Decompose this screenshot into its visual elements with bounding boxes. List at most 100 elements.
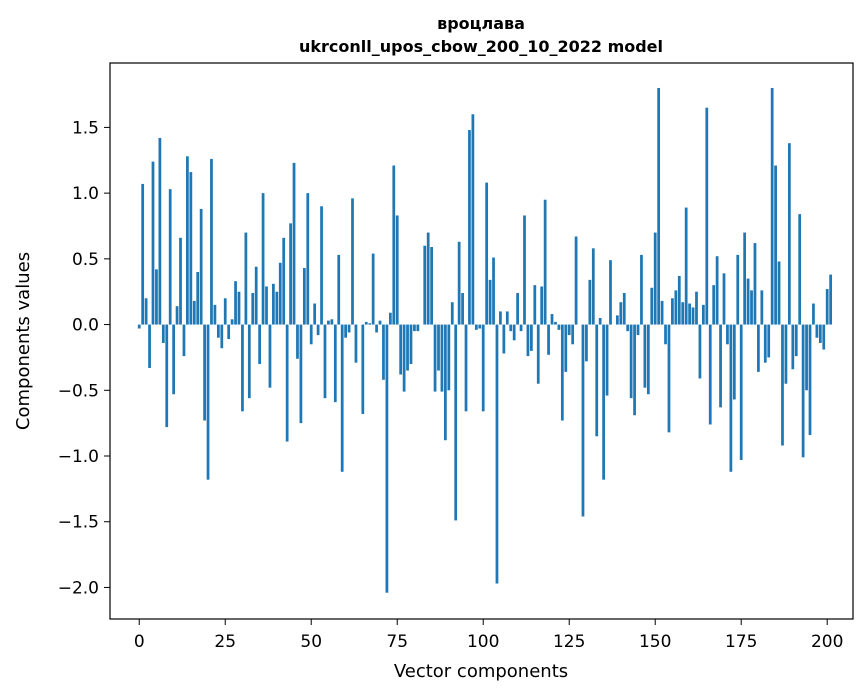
bar-129	[581, 324, 585, 517]
bar-88	[440, 324, 444, 392]
bar-182	[763, 324, 767, 363]
bar-118	[543, 199, 547, 325]
bar-200	[825, 289, 829, 325]
x-tick-label: 150	[639, 632, 671, 652]
bar-195	[808, 324, 812, 435]
bar-67	[368, 323, 372, 325]
bar-43	[285, 324, 289, 442]
bar-144	[633, 324, 636, 416]
bar-68	[371, 253, 375, 325]
bar-176	[743, 232, 747, 325]
bar-57	[333, 324, 337, 403]
bar-84	[426, 232, 430, 325]
bar-171	[726, 324, 729, 345]
bar-36	[261, 193, 265, 325]
bar-25	[223, 298, 227, 325]
bar-56	[330, 319, 334, 325]
bar-125	[567, 324, 571, 336]
bar-30	[241, 324, 244, 412]
bar-153	[664, 324, 667, 345]
bar-83	[423, 245, 427, 325]
bar-162	[695, 291, 698, 325]
bar-50	[309, 324, 313, 345]
bar-31	[244, 232, 248, 325]
bar-181	[760, 290, 764, 325]
bar-103	[492, 257, 495, 325]
bar-93	[457, 241, 461, 325]
x-tick-label: 75	[386, 632, 408, 652]
bar-120	[550, 314, 554, 325]
bar-95	[464, 324, 468, 412]
bar-192	[798, 214, 802, 325]
bar-85	[430, 247, 433, 325]
bar-27	[230, 319, 234, 325]
bar-199	[822, 324, 826, 350]
bar-183	[767, 324, 771, 358]
bar-148	[646, 324, 650, 395]
bar-58	[337, 254, 341, 325]
bar-145	[636, 324, 640, 336]
bar-35	[258, 324, 262, 364]
x-tick-label: 0	[134, 632, 145, 652]
bar-139	[616, 315, 619, 325]
bar-5	[155, 269, 158, 325]
bar-167	[712, 285, 716, 325]
bar-42	[282, 237, 286, 325]
bar-169	[719, 324, 722, 408]
bar-97	[471, 114, 475, 325]
bar-9	[168, 189, 172, 325]
bar-157	[677, 275, 681, 325]
y-tick-label: −1.0	[58, 447, 99, 467]
bar-201	[829, 274, 833, 325]
bar-29	[237, 291, 241, 325]
bar-63	[354, 324, 358, 363]
y-tick-label: 0.5	[72, 250, 99, 270]
bar-175	[739, 324, 743, 460]
bar-135	[602, 324, 605, 480]
bar-149	[650, 287, 654, 325]
bar-77	[402, 324, 406, 392]
x-tick-label: 100	[467, 632, 499, 652]
bar-141	[622, 293, 626, 325]
bar-136	[605, 324, 609, 396]
y-tick-label: −2.0	[58, 578, 99, 598]
bar-198	[818, 324, 822, 343]
bar-119	[547, 324, 550, 355]
bar-164	[701, 304, 705, 325]
bar-108	[509, 324, 513, 332]
bar-94	[461, 293, 464, 325]
bar-92	[454, 324, 458, 521]
bar-122	[557, 324, 561, 330]
bar-112	[523, 215, 526, 325]
bar-69	[375, 324, 378, 333]
bar-23	[216, 324, 220, 338]
bar-159	[684, 207, 688, 325]
x-tick-label: 50	[300, 632, 322, 652]
bar-105	[499, 311, 502, 325]
bar-156	[674, 290, 678, 325]
bar-130	[585, 324, 588, 362]
bar-17	[196, 271, 200, 325]
bar-38	[268, 324, 272, 388]
bar-37	[265, 286, 268, 325]
bar-127	[574, 236, 578, 325]
bar-134	[598, 318, 602, 325]
bar-3	[148, 324, 151, 368]
bar-13	[182, 324, 186, 357]
bar-32	[247, 324, 251, 399]
bar-185	[774, 165, 777, 325]
bar-72	[385, 324, 389, 593]
bar-1	[141, 183, 145, 325]
bar-14	[186, 156, 189, 325]
bar-46	[296, 324, 299, 359]
bar-170	[722, 273, 726, 325]
bar-26	[227, 324, 231, 340]
bar-187	[781, 324, 784, 446]
bar-51	[313, 303, 317, 325]
bar-24	[220, 324, 224, 349]
bar-114	[530, 324, 533, 351]
bar-188	[784, 324, 788, 384]
y-tick-label: 0.0	[72, 316, 99, 336]
bar-115	[533, 285, 537, 325]
bar-132	[591, 248, 595, 325]
